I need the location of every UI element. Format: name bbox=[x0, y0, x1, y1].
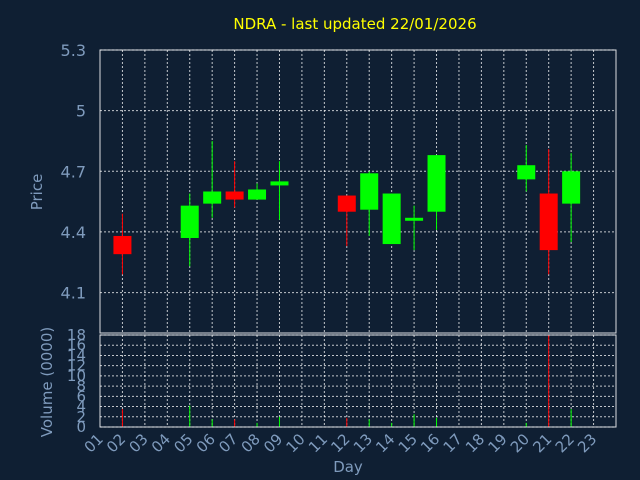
volume-tick-label: 12 bbox=[67, 357, 86, 375]
price-ticks: 5.3 5 4.7 4.4 4.1 bbox=[61, 41, 86, 303]
candle-body bbox=[382, 193, 401, 245]
volume-tick-label: 18 bbox=[67, 326, 86, 344]
candle-body bbox=[225, 191, 244, 200]
candle-body bbox=[427, 155, 446, 212]
volume-bars bbox=[121, 335, 572, 427]
volume-tick-label: 2 bbox=[76, 408, 86, 426]
price-tick-label: 5 bbox=[76, 102, 86, 121]
volume-tick-label: 6 bbox=[76, 387, 86, 405]
chart-title: NDRA - last updated 22/01/2026 bbox=[233, 15, 476, 33]
price-tick-label: 4.7 bbox=[61, 162, 86, 181]
candle-body bbox=[113, 235, 132, 255]
price-tick-label: 4.1 bbox=[61, 284, 86, 303]
y-axis-label: Price bbox=[28, 174, 46, 211]
candle-body bbox=[248, 189, 267, 200]
candle-body bbox=[405, 217, 424, 221]
price-tick-label: 5.3 bbox=[61, 41, 86, 60]
volume-axis-label: Volume (0000) bbox=[38, 327, 56, 437]
price-tick-label: 4.4 bbox=[61, 223, 86, 242]
candle-body bbox=[360, 173, 379, 210]
candles bbox=[113, 140, 581, 275]
candle-body bbox=[203, 191, 222, 204]
volume-tick-label: 16 bbox=[67, 336, 86, 354]
volume-panel-frame bbox=[99, 334, 617, 428]
volume-tick-label: 10 bbox=[67, 367, 86, 385]
candle-body bbox=[539, 193, 558, 251]
candle-body bbox=[180, 205, 199, 238]
candle-body bbox=[337, 195, 356, 212]
candle-body bbox=[517, 165, 536, 180]
x-axis-label: Day bbox=[333, 458, 363, 476]
candle-body bbox=[270, 181, 289, 186]
volume-tick-label: 14 bbox=[67, 346, 86, 364]
price-panel-frame bbox=[99, 49, 617, 334]
x-ticks: 0102030405060708091011121314151617181920… bbox=[81, 430, 601, 456]
volume-tick-label: 8 bbox=[76, 377, 86, 395]
volume-tick-label: 0 bbox=[76, 418, 86, 436]
volume-tick-label: 4 bbox=[76, 398, 86, 416]
candle-body bbox=[562, 171, 581, 204]
